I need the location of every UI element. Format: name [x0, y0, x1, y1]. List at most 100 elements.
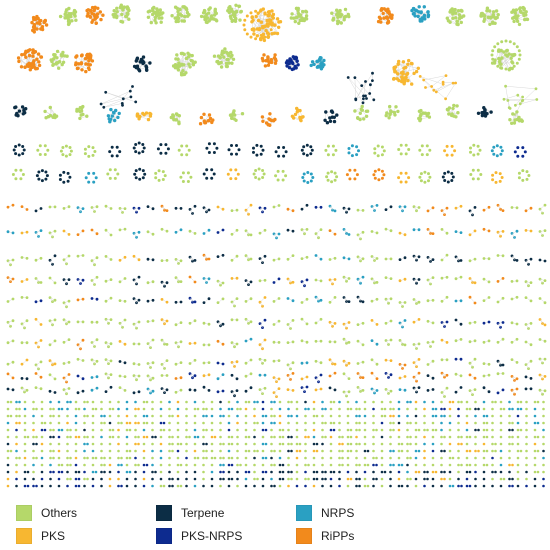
network-node	[460, 9, 464, 13]
network-node	[487, 257, 491, 261]
network-node	[171, 116, 175, 120]
network-edge	[91, 280, 95, 285]
network-node	[368, 92, 372, 95]
network-node	[332, 400, 336, 404]
network-node	[193, 463, 197, 467]
network-node	[83, 470, 86, 474]
network-node	[525, 170, 529, 174]
network-node	[236, 428, 239, 432]
network-node	[171, 414, 174, 418]
network-node	[123, 375, 127, 378]
network-node	[499, 449, 503, 453]
network-node	[295, 449, 299, 453]
network-node	[91, 428, 95, 432]
network-node	[207, 389, 211, 392]
network-node	[331, 153, 335, 157]
network-node	[134, 414, 137, 418]
network-node	[217, 61, 221, 66]
network-node	[159, 435, 163, 439]
network-node	[272, 23, 276, 27]
network-node	[543, 279, 547, 282]
network-node	[258, 373, 262, 377]
network-node	[536, 435, 540, 439]
network-node	[376, 144, 380, 148]
network-node	[389, 442, 392, 446]
network-node	[346, 428, 350, 432]
network-node	[261, 119, 265, 124]
network-node	[67, 254, 71, 258]
network-node	[270, 435, 273, 439]
network-node	[309, 172, 313, 176]
network-node	[491, 49, 495, 53]
network-node	[355, 407, 358, 411]
network-node	[499, 456, 503, 460]
network-node	[522, 8, 526, 12]
network-node	[396, 62, 400, 66]
network-node	[261, 477, 265, 481]
network-node	[335, 8, 339, 12]
network-node	[517, 115, 521, 120]
network-node	[48, 113, 53, 118]
network-node	[426, 319, 430, 323]
network-node	[414, 442, 418, 446]
network-node	[244, 484, 248, 488]
network-node	[18, 407, 21, 411]
network-node	[494, 180, 498, 184]
network-node	[364, 94, 367, 98]
network-node	[40, 484, 44, 488]
network-node	[293, 112, 298, 117]
network-node	[328, 300, 332, 304]
network-node	[321, 407, 324, 411]
network-node	[255, 34, 259, 38]
network-edge	[505, 86, 510, 108]
network-node	[79, 61, 84, 65]
network-node	[384, 257, 388, 261]
network-node	[278, 477, 282, 481]
network-node	[84, 69, 88, 74]
network-node	[151, 280, 155, 284]
network-node	[444, 97, 447, 101]
network-node	[500, 40, 504, 44]
network-node	[473, 320, 477, 324]
network-node	[118, 340, 122, 343]
network-node	[290, 114, 295, 119]
network-node	[431, 463, 435, 467]
network-node	[414, 435, 418, 439]
network-node	[90, 388, 94, 392]
network-node	[482, 400, 486, 404]
network-node	[440, 299, 444, 303]
network-node	[219, 477, 222, 481]
network-node	[525, 470, 528, 474]
network-node	[491, 456, 494, 460]
network-node	[235, 297, 239, 300]
network-node	[125, 414, 129, 418]
network-node	[321, 400, 324, 404]
network-node	[154, 176, 158, 180]
network-node	[177, 148, 181, 152]
network-node	[349, 428, 353, 432]
network-node	[415, 209, 418, 213]
network-node	[221, 389, 225, 393]
network-node	[244, 389, 248, 393]
network-node	[427, 172, 430, 176]
network-node	[227, 449, 231, 453]
network-node	[515, 206, 519, 210]
network-node	[323, 118, 327, 123]
network-node	[145, 400, 149, 404]
network-node	[227, 435, 231, 439]
network-edge	[441, 322, 445, 327]
network-node	[92, 180, 96, 184]
network-node	[72, 13, 77, 17]
network-node	[451, 9, 456, 14]
network-node	[60, 428, 64, 432]
network-node	[95, 320, 99, 324]
network-node	[450, 153, 454, 157]
network-node	[32, 59, 36, 63]
network-node	[443, 435, 446, 439]
network-node	[64, 144, 68, 148]
network-node	[314, 388, 318, 392]
network-node	[269, 58, 274, 62]
network-node	[321, 414, 324, 418]
network-node	[244, 470, 248, 474]
network-node	[454, 277, 458, 281]
